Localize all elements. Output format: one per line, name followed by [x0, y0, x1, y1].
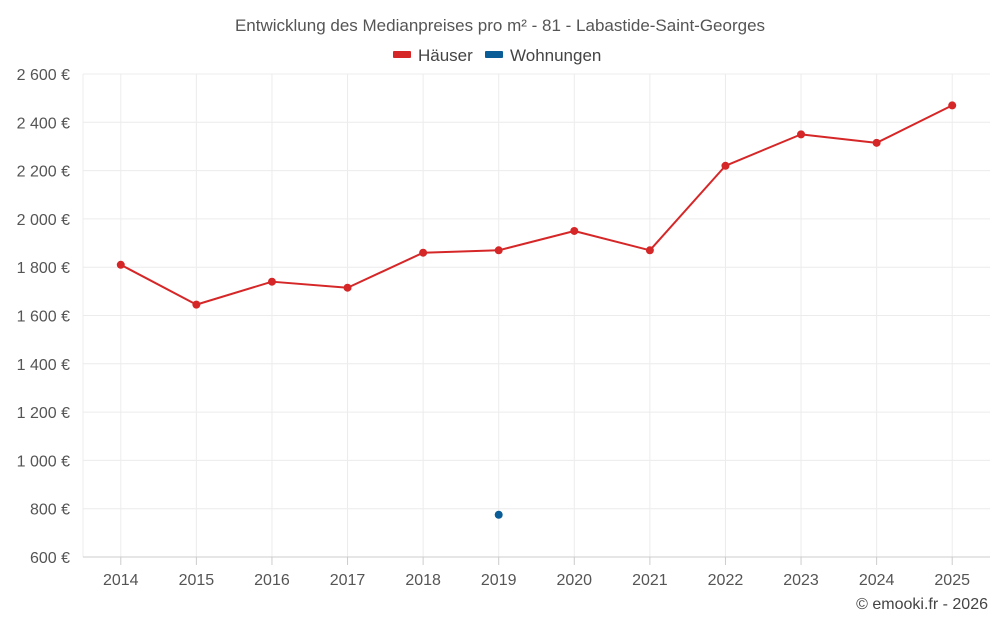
houses-point-2021[interactable] — [645, 246, 654, 255]
x-tick-label: 2025 — [934, 572, 970, 589]
x-tick-label: 2019 — [481, 572, 517, 589]
series — [116, 101, 957, 519]
x-tick-label: 2014 — [103, 572, 139, 589]
houses-point-2016[interactable] — [267, 277, 276, 286]
legend-label-apartments: Wohnungen — [510, 46, 601, 65]
x-tick-label: 2016 — [254, 572, 290, 589]
x-tick-label: 2020 — [556, 572, 592, 589]
y-tick-label: 2 200 € — [17, 164, 70, 181]
copyright-credit: © emooki.fr - 2026 — [856, 596, 988, 613]
houses-point-2015[interactable] — [192, 300, 201, 309]
x-tick-label: 2021 — [632, 572, 668, 589]
legend-swatch-apartments — [485, 51, 503, 58]
houses-point-2024[interactable] — [872, 138, 881, 147]
y-tick-label: 2 400 € — [17, 115, 70, 132]
x-tick-label: 2023 — [783, 572, 819, 589]
houses-point-2017[interactable] — [343, 283, 352, 292]
legend-label-houses: Häuser — [418, 46, 473, 65]
houses-point-2023[interactable] — [797, 130, 806, 139]
y-tick-label: 800 € — [30, 502, 70, 519]
grid — [82, 73, 990, 557]
houses-point-2014[interactable] — [116, 260, 125, 269]
y-tick-label: 1 600 € — [17, 309, 70, 326]
y-tick-label: 1 200 € — [17, 405, 70, 422]
y-axis: 600 € 800 € 1 000 € 1 200 € 1 400 € 1 600 € 1 … — [17, 67, 70, 567]
houses-point-2019[interactable] — [494, 246, 503, 255]
x-axis: 2014 2015 2016 2017 2018 2019 2020 2021 2022 2023… — [83, 556, 990, 589]
chart-title: Entwicklung des Medianpreises pro m² - 8… — [235, 16, 765, 35]
series-line-houses — [120, 104, 953, 306]
x-tick-label: 2015 — [179, 572, 215, 589]
apartments-point-2019[interactable] — [494, 510, 503, 519]
legend-item-apartments[interactable]: Wohnungen — [485, 46, 601, 65]
houses-point-2025[interactable] — [948, 101, 957, 110]
y-tick-label: 2 600 € — [17, 67, 70, 84]
y-tick-label: 1 400 € — [17, 357, 70, 374]
houses-point-2020[interactable] — [570, 226, 579, 235]
legend-item-houses[interactable]: Häuser — [393, 46, 473, 65]
x-tick-label: 2018 — [405, 572, 441, 589]
houses-point-2022[interactable] — [721, 161, 730, 170]
y-tick-label: 1 800 € — [17, 260, 70, 277]
x-tick-label: 2024 — [859, 572, 895, 589]
y-tick-label: 600 € — [30, 550, 70, 567]
y-tick-label: 2 000 € — [17, 212, 70, 229]
houses-point-2018[interactable] — [419, 248, 428, 257]
y-tick-label: 1 000 € — [17, 453, 70, 470]
legend-swatch-houses — [393, 51, 411, 58]
x-tick-label: 2017 — [330, 572, 366, 589]
x-tick-label: 2022 — [708, 572, 744, 589]
legend: Häuser Wohnungen — [393, 46, 601, 65]
